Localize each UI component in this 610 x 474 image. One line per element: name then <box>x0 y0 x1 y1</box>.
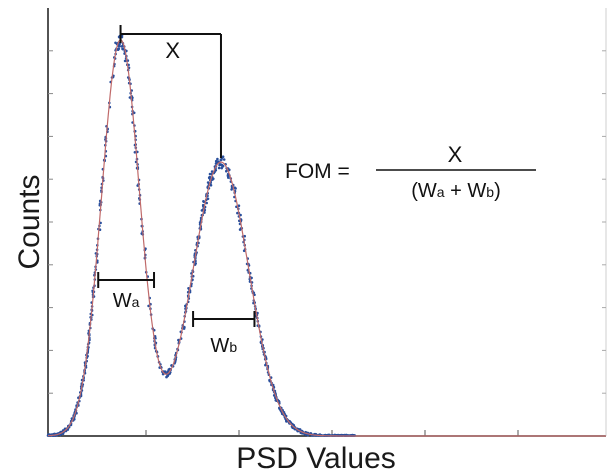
data-point <box>209 184 213 187</box>
data-point <box>233 186 237 189</box>
data-point <box>116 48 120 51</box>
separation-label: X <box>165 38 180 63</box>
data-point <box>253 293 256 297</box>
x-axis-ticks <box>145 430 519 436</box>
data-point <box>132 111 136 115</box>
formula-lhs: FOM = <box>285 160 350 183</box>
y-axis-ticks <box>48 50 53 394</box>
data-point <box>238 228 242 231</box>
data-point <box>243 234 246 238</box>
y-axis-title: Counts <box>13 174 46 269</box>
data-point <box>166 374 169 377</box>
width-a-bracket: Wa <box>97 272 156 312</box>
width-b-base: W <box>210 335 229 357</box>
data-point <box>166 370 170 373</box>
formula-den-open: (W <box>411 180 437 202</box>
fom-formula: FOM = X (Wa + Wb) <box>285 142 536 202</box>
data-point <box>216 157 219 161</box>
data-point <box>121 47 125 51</box>
data-point <box>202 200 206 203</box>
formula-denominator: (Wa + Wb) <box>411 180 500 202</box>
data-point <box>219 158 223 162</box>
width-a-sub: a <box>132 294 140 310</box>
width-a-label: Wa <box>113 290 140 312</box>
width-a-base: W <box>113 290 132 312</box>
x-axis-title: PSD Values <box>236 442 396 474</box>
data-point <box>236 211 239 215</box>
right-axis-ticks <box>602 50 606 394</box>
formula-numerator: X <box>448 142 463 167</box>
data-point <box>206 197 210 201</box>
data-point <box>230 188 233 191</box>
data-point <box>208 172 212 176</box>
data-point <box>221 165 225 168</box>
data-point <box>207 176 211 179</box>
data-point <box>225 169 228 173</box>
data-point <box>220 166 223 170</box>
data-point <box>117 44 121 48</box>
data-point <box>226 174 230 178</box>
data-point <box>217 166 221 170</box>
data-point <box>250 276 253 280</box>
data-point <box>237 204 241 207</box>
series-fit-line <box>48 39 606 437</box>
data-point <box>205 201 208 205</box>
data-point <box>221 155 225 158</box>
formula-den-plus: + W <box>445 180 487 202</box>
formula-den-sub-b: b <box>486 184 494 200</box>
data-point <box>123 59 127 63</box>
data-points <box>46 34 357 437</box>
width-b-label: Wb <box>210 335 237 357</box>
peak-separation-bracket: X <box>119 25 222 159</box>
formula-den-sub-a: a <box>437 184 445 200</box>
formula-den-close: ) <box>494 180 501 202</box>
width-b-sub: b <box>229 339 237 355</box>
data-point <box>264 363 267 367</box>
data-point <box>242 249 246 253</box>
data-point <box>133 151 137 154</box>
data-point <box>222 158 226 161</box>
data-point <box>128 96 132 99</box>
data-point <box>177 338 180 342</box>
data-point <box>219 163 222 166</box>
width-b-bracket: Wb <box>192 311 256 357</box>
